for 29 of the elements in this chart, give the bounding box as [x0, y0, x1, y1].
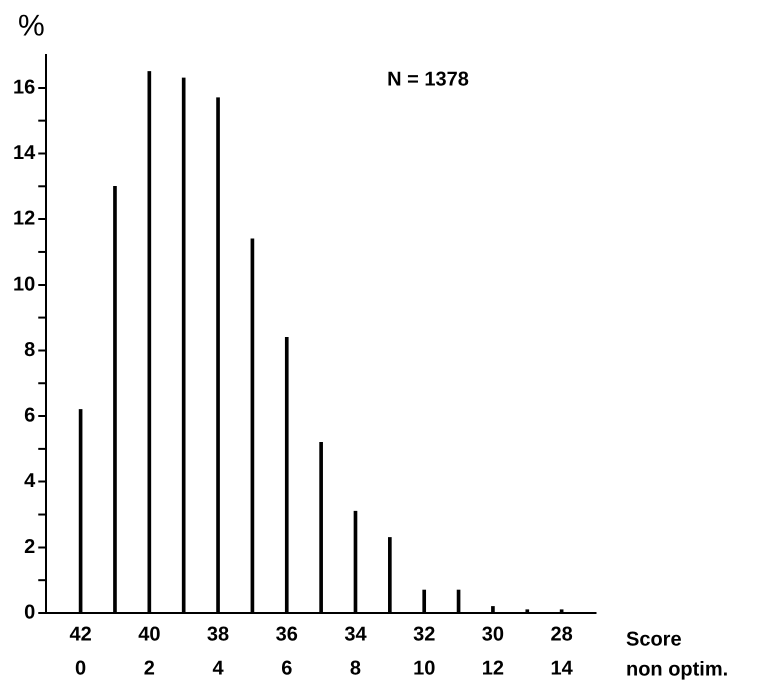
y-axis-title: % — [18, 9, 45, 42]
x2-tick-label: 30 — [482, 624, 504, 646]
x2-tick-label: 28 — [550, 624, 573, 646]
y-tick-label: 6 — [24, 404, 36, 427]
y-tick-label: 14 — [12, 142, 36, 164]
x2-axis-title: Score — [626, 628, 682, 651]
x2-tick-label: 40 — [138, 624, 160, 646]
x-tick-label: 2 — [144, 658, 155, 680]
x2-tick-label: 38 — [206, 624, 230, 646]
y-tick-label: 10 — [12, 273, 36, 296]
y-tick-label: 12 — [12, 208, 36, 230]
x-axis-title: non optim. — [626, 658, 728, 681]
annotation: N = 1378 — [387, 68, 469, 91]
y-tick-label: 8 — [24, 338, 36, 361]
y-tick-label: 2 — [24, 536, 36, 558]
x-tick-label: 4 — [212, 658, 224, 680]
y-tick-label: 0 — [24, 602, 36, 624]
x-tick-label: 6 — [281, 658, 292, 680]
x-tick-label: 0 — [75, 658, 86, 680]
x-tick-label: 14 — [550, 658, 574, 680]
x2-tick-label: 32 — [413, 624, 436, 646]
x-tick-label: 12 — [482, 658, 504, 680]
y-tick-label: 4 — [24, 470, 36, 492]
x2-tick-label: 36 — [276, 624, 298, 646]
x-tick-label: 8 — [350, 658, 362, 680]
x2-tick-label: 42 — [69, 624, 92, 646]
y-tick-label: 16 — [12, 76, 36, 98]
x2-tick-label: 34 — [344, 624, 368, 646]
x-tick-label: 10 — [413, 658, 436, 680]
